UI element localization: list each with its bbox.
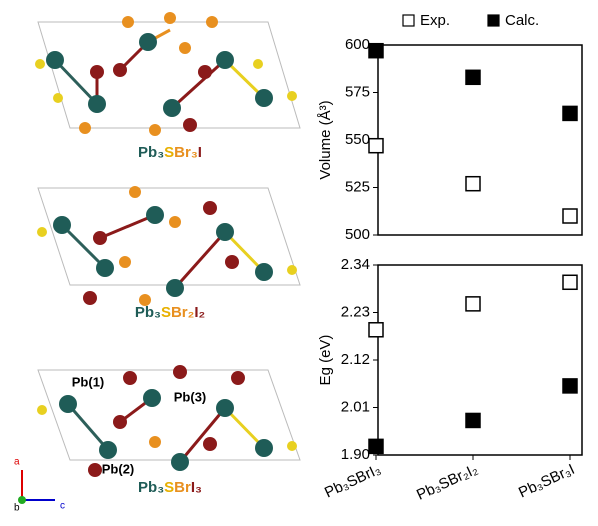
point bbox=[563, 209, 577, 223]
legend-label: Calc. bbox=[505, 12, 539, 29]
formula-part: Pb₃ bbox=[138, 144, 164, 161]
legend-swatch bbox=[403, 15, 414, 26]
legend-label: Exp. bbox=[420, 12, 450, 29]
legend-swatch bbox=[488, 15, 499, 26]
formula-part: I bbox=[198, 144, 202, 161]
figure: Pb₃SBr₃IPb₃SBr₂I₂Pb₃SBrI₃Pb(1)Pb(2)Pb(3)… bbox=[0, 0, 598, 521]
formula: Pb₃SBrI₃ bbox=[138, 479, 202, 496]
y-tick-label: 1.90 bbox=[341, 446, 370, 463]
point bbox=[563, 106, 577, 120]
x-tick-label: Pb₃SBr₃I bbox=[516, 461, 577, 502]
site-label: Pb(2) bbox=[102, 461, 135, 476]
site-label: Pb(1) bbox=[72, 374, 105, 389]
point bbox=[466, 177, 480, 191]
point bbox=[466, 70, 480, 84]
y-tick-label: 600 bbox=[345, 36, 370, 53]
point bbox=[466, 413, 480, 427]
formula-part: Pb₃ bbox=[138, 479, 164, 496]
formula-part: Pb₃ bbox=[135, 304, 161, 321]
formula-part: Br₂ bbox=[171, 304, 194, 321]
formula-part: S bbox=[164, 144, 174, 161]
x-tick-label: Pb₃SBr₂I₂ bbox=[414, 461, 481, 504]
y-tick-label: 575 bbox=[345, 83, 370, 100]
formula-part: Br₃ bbox=[174, 144, 198, 161]
point bbox=[369, 139, 383, 153]
point bbox=[369, 44, 383, 58]
point bbox=[369, 439, 383, 453]
point bbox=[563, 275, 577, 289]
cell-2 bbox=[37, 186, 300, 306]
y-tick-label: 2.01 bbox=[341, 398, 370, 415]
axis-letter: a bbox=[14, 457, 20, 468]
formula-part: S bbox=[164, 479, 174, 496]
formula-part: S bbox=[161, 304, 171, 321]
page: Pb₃SBr₃IPb₃SBr₂I₂Pb₃SBrI₃Pb(1)Pb(2)Pb(3)… bbox=[0, 0, 598, 526]
axes-triad bbox=[18, 470, 55, 504]
y-axis-label: Eg (eV) bbox=[317, 335, 334, 386]
formula-part: Br bbox=[174, 479, 191, 496]
formula: Pb₃SBr₃I bbox=[138, 144, 202, 161]
formula: Pb₃SBr₂I₂ bbox=[135, 304, 205, 321]
formula-part: I₃ bbox=[191, 479, 202, 496]
point bbox=[369, 323, 383, 337]
y-tick-label: 2.12 bbox=[341, 351, 370, 368]
y-tick-label: 2.23 bbox=[341, 303, 370, 320]
y-tick-label: 500 bbox=[345, 226, 370, 243]
site-label: Pb(3) bbox=[174, 389, 207, 404]
y-tick-label: 2.34 bbox=[341, 256, 370, 273]
y-tick-label: 550 bbox=[345, 131, 370, 148]
point bbox=[563, 379, 577, 393]
point bbox=[466, 297, 480, 311]
axis-letter: c bbox=[60, 501, 65, 512]
structures bbox=[18, 12, 300, 504]
formula-part: I₂ bbox=[194, 304, 205, 321]
y-axis-label: Volume (Å³) bbox=[317, 100, 334, 179]
y-tick-label: 525 bbox=[345, 178, 370, 195]
axis-letter: b bbox=[14, 503, 20, 514]
x-tick-label: Pb₃SBrI₃ bbox=[322, 461, 383, 502]
cell-1 bbox=[35, 12, 300, 136]
